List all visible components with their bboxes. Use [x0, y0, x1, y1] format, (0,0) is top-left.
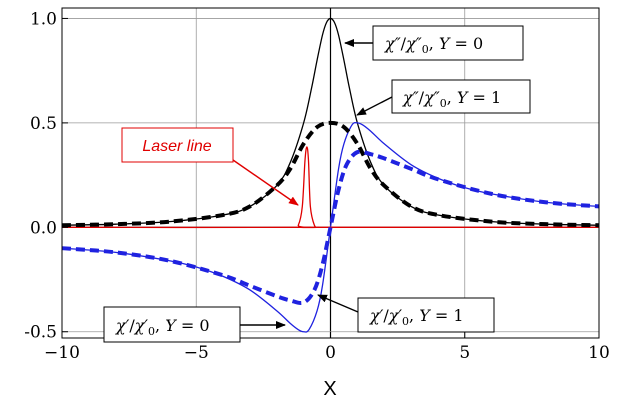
svg-text:χ′/χ′0, Y = 1: χ′/χ′0, Y = 1	[369, 306, 464, 328]
annotation-abs-y1-slash: /	[419, 88, 425, 107]
annotation-abs-y0-symbol2: χ″	[405, 34, 422, 53]
annotation-disp-y0: χ′/χ′0, Y = 0	[103, 306, 286, 343]
annotation-disp-y1-box	[357, 297, 495, 333]
annotation-disp-y0-box	[103, 306, 241, 343]
x-tick-label: 10	[588, 343, 610, 363]
x-tick-label: 5	[459, 343, 470, 363]
annotation-disp-y1-slash: /	[383, 306, 389, 325]
series-line-abs-y1	[61, 120, 600, 228]
annotation-disp-y0-symbol2: χ′	[134, 316, 149, 335]
annotation-abs-y0-eq: = 0	[449, 34, 483, 53]
annotation-disp-y1-tail: ,	[409, 306, 419, 325]
y-tick-label: 0.0	[30, 218, 57, 238]
x-tick-label: 0	[325, 343, 336, 363]
series-layer	[61, 17, 600, 333]
y-tick-label: 0.5	[30, 114, 57, 134]
annotation-disp-y1-eq: = 1	[430, 306, 464, 325]
annotation-abs-y0: χ″/χ″0, Y = 0	[344, 25, 524, 61]
annotation-laser-box	[121, 127, 234, 163]
annotation-disp-y0-var: Y	[165, 316, 177, 335]
svg-text:χ′/χ′0, Y = 0: χ′/χ′0, Y = 0	[115, 316, 210, 338]
annotation-disp-y1-sub: 0	[402, 315, 409, 328]
x-tick-label: −10	[44, 343, 80, 363]
series-line-disp-y1	[61, 149, 600, 306]
annotation-disp-y0-symbol: χ′	[115, 316, 130, 335]
annotation-disp-y1-var: Y	[419, 306, 431, 325]
annotation-laser-text: Laser line	[142, 138, 211, 155]
tick-layer: −10 −5 0 5 10 -0.5 0.0 0.5 1.0	[24, 9, 610, 363]
svg-text:χ″/χ″0, Y = 0: χ″/χ″0, Y = 0	[384, 34, 483, 56]
annotation-disp-y1: χ′/χ′0, Y = 1	[317, 294, 495, 333]
annotation-abs-y1-tail: ,	[447, 88, 457, 107]
series-line-laser	[61, 146, 599, 229]
annotation-abs-y1-arrow	[356, 96, 393, 116]
annotation-abs-y1-box	[391, 79, 531, 114]
y-tick-label: -0.5	[24, 323, 57, 343]
annotation-abs-y0-tail: ,	[429, 34, 439, 53]
annotation-laser: Laser line	[121, 127, 299, 206]
annotation-abs-y1-symbol: χ″	[402, 88, 419, 107]
annotation-abs-y0-symbol: χ″	[384, 34, 401, 53]
annotation-abs-y0-box	[372, 25, 524, 61]
annotation-abs-y0-slash: /	[401, 34, 407, 53]
annotation-abs-y1-var: Y	[457, 88, 469, 107]
annotation-abs-y1-sub: 0	[440, 97, 447, 110]
svg-text:χ″/χ″0, Y = 1: χ″/χ″0, Y = 1	[402, 88, 501, 110]
x-axis-title: X	[323, 378, 336, 399]
annotation-disp-y0-eq: = 0	[176, 316, 210, 335]
annotation-disp-y0-slash: /	[129, 316, 135, 335]
annotation-disp-y1-symbol: χ′	[369, 306, 384, 325]
annotation-abs-y0-var: Y	[439, 34, 451, 53]
annotation-disp-y0-tail: ,	[155, 316, 165, 335]
annotation-laser-arrow	[232, 159, 299, 206]
x-tick-label: −5	[184, 343, 209, 363]
y-tick-label: 1.0	[30, 9, 57, 29]
annotation-disp-y1-symbol2: χ′	[388, 306, 403, 325]
annotation-abs-y0-sub: 0	[422, 43, 429, 56]
annotation-disp-y1-arrow	[317, 294, 359, 313]
annotation-abs-y1-eq: = 1	[467, 88, 501, 107]
annotation-abs-y1: χ″/χ″0, Y = 1	[356, 79, 531, 116]
annotation-abs-y1-symbol2: χ″	[423, 88, 440, 107]
annotation-disp-y0-sub: 0	[148, 325, 155, 338]
